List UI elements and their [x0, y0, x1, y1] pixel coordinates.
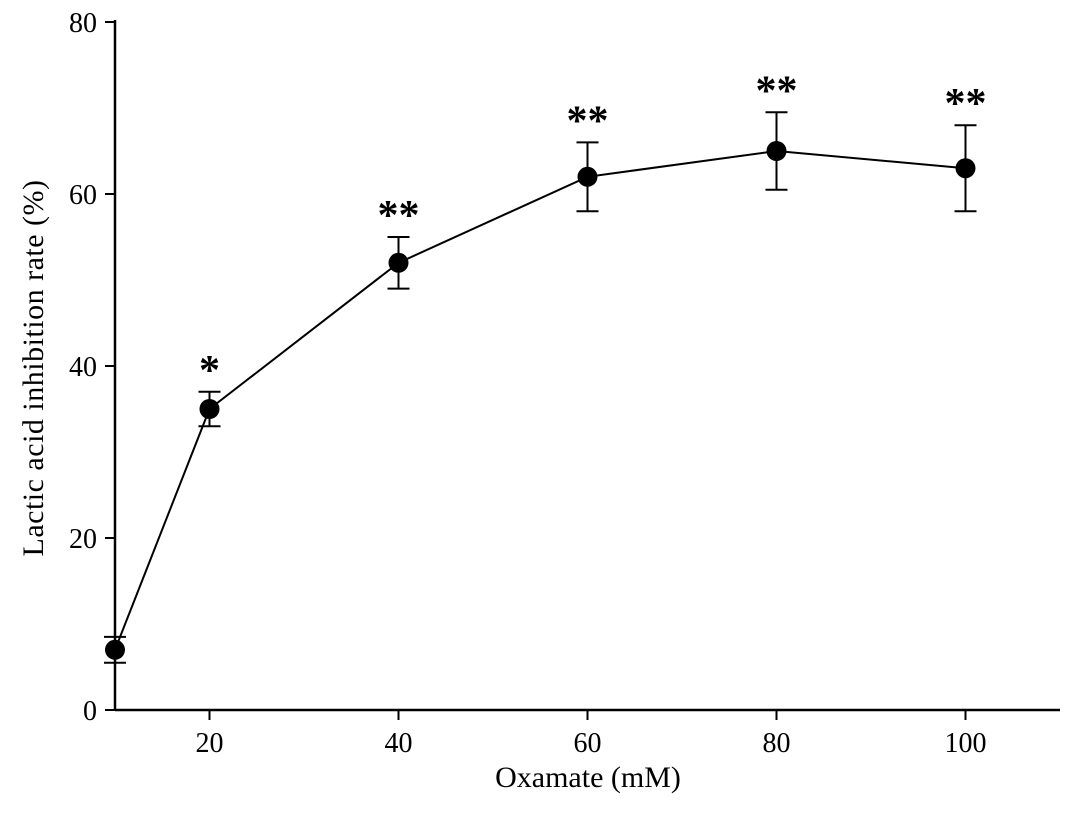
data-point-marker: [105, 639, 125, 660]
y-tick-label: 0: [83, 696, 97, 727]
significance-annotation: **: [945, 81, 987, 127]
x-tick-label: 80: [763, 728, 791, 759]
x-axis-label: Oxamate (mM): [495, 761, 681, 794]
significance-annotation: *: [199, 348, 220, 394]
data-point-marker: [199, 399, 220, 419]
significance-annotation: **: [567, 98, 609, 144]
x-tick-label: 60: [574, 728, 602, 759]
significance-annotation: **: [756, 68, 798, 114]
data-point-marker: [388, 252, 409, 273]
x-tick-label: 100: [945, 728, 987, 759]
y-tick-label: 20: [69, 524, 97, 555]
y-tick-label: 60: [69, 180, 97, 211]
y-tick-label: 40: [69, 352, 97, 383]
y-tick-label: 80: [69, 8, 97, 39]
x-tick-label: 20: [196, 728, 224, 759]
x-tick-label: 40: [385, 728, 413, 759]
y-axis-label: Lactic acid inhibition rate (%): [17, 179, 50, 557]
data-point-marker: [955, 158, 976, 179]
data-line: [114, 149, 966, 651]
data-point-marker: [577, 166, 598, 187]
data-point-marker: [766, 141, 787, 161]
significance-annotation: **: [378, 193, 420, 239]
